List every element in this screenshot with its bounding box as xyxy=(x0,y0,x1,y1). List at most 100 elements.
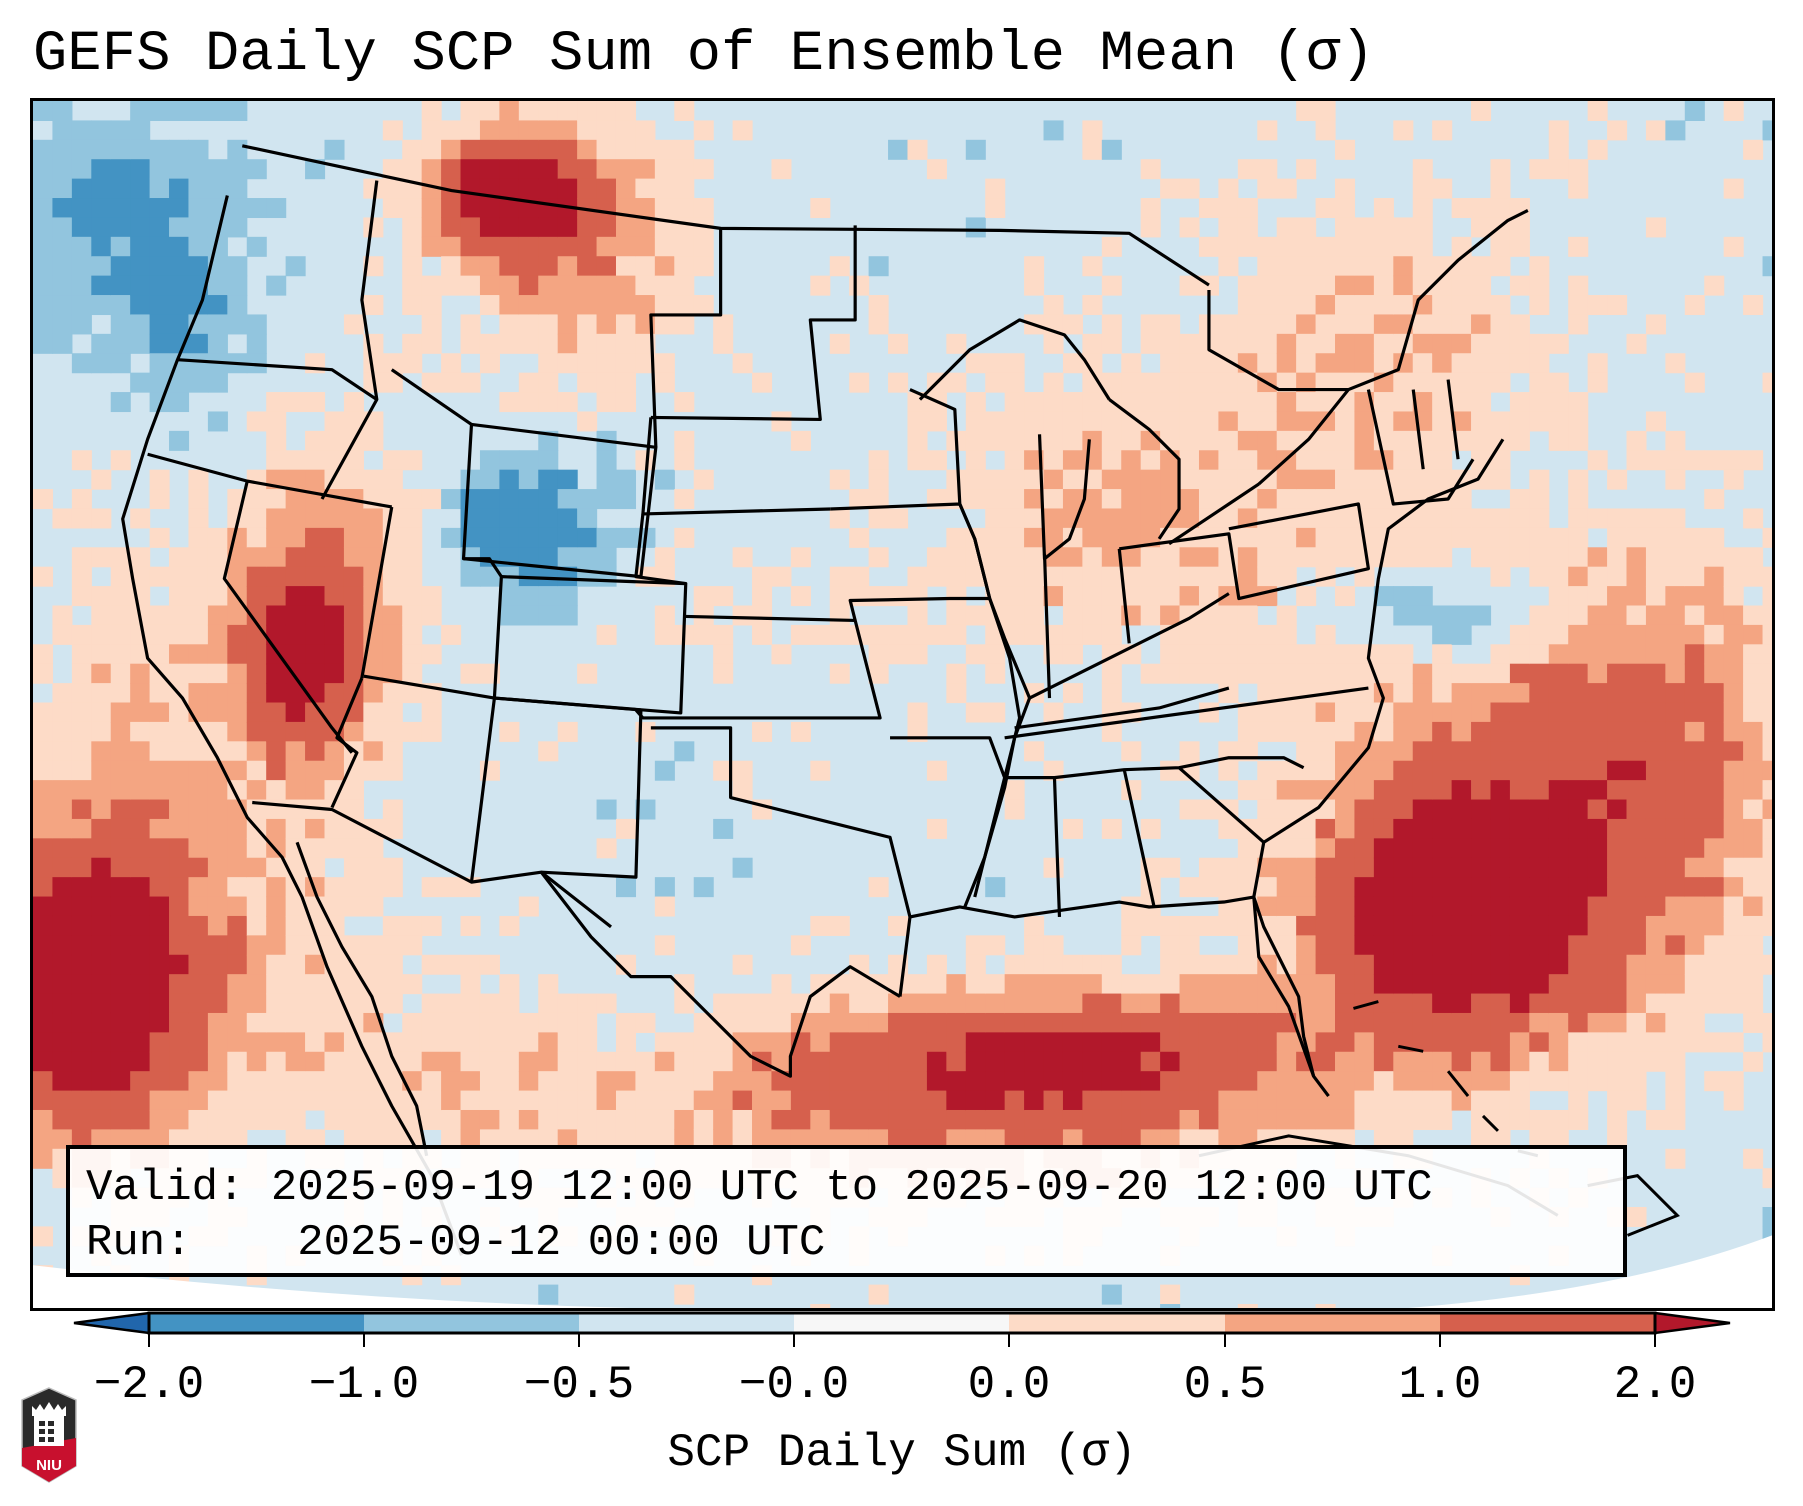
field-cell xyxy=(499,101,520,122)
field-cell xyxy=(1412,275,1433,296)
field-cell xyxy=(1393,547,1414,568)
field-cell xyxy=(227,993,248,1014)
field-cell xyxy=(363,896,384,917)
field-cell xyxy=(1529,702,1550,723)
field-cell xyxy=(1645,1051,1666,1072)
field-cell xyxy=(1373,1012,1394,1033)
field-cell xyxy=(713,314,734,335)
field-cell xyxy=(1393,1012,1414,1033)
field-cell xyxy=(1684,702,1705,723)
field-cell xyxy=(479,566,500,587)
field-cell xyxy=(1412,586,1433,607)
field-cell xyxy=(1335,508,1356,529)
field-cell xyxy=(285,741,306,762)
field-cell xyxy=(1024,974,1045,995)
field-cell xyxy=(324,1071,345,1092)
field-cell xyxy=(713,760,734,781)
field-cell xyxy=(596,993,617,1014)
field-cell xyxy=(1276,644,1297,665)
field-cell xyxy=(1393,877,1414,898)
field-cell xyxy=(1529,1071,1550,1092)
field-cell xyxy=(1684,877,1705,898)
field-cell xyxy=(1723,469,1744,490)
field-cell xyxy=(1140,469,1161,490)
field-cell xyxy=(674,256,695,277)
field-cell xyxy=(538,314,559,335)
field-cell xyxy=(1471,508,1492,529)
field-cell xyxy=(324,663,345,684)
field-cell xyxy=(654,935,675,956)
field-cell xyxy=(1140,411,1161,432)
field-cell xyxy=(363,877,384,898)
field-cell xyxy=(1354,683,1375,704)
field-cell xyxy=(324,1090,345,1111)
field-cell xyxy=(343,1129,364,1150)
field-cell xyxy=(266,915,287,936)
field-cell xyxy=(1296,333,1317,354)
field-cell xyxy=(1704,702,1725,723)
field-cell xyxy=(1257,1012,1278,1033)
field-cell xyxy=(557,178,578,199)
field-cell xyxy=(246,702,267,723)
field-cell xyxy=(91,198,112,219)
field-cell xyxy=(538,372,559,393)
field-cell xyxy=(1626,430,1647,451)
field-cell xyxy=(1490,1109,1511,1130)
field-cell xyxy=(1218,1129,1239,1150)
field-cell xyxy=(305,702,326,723)
field-cell xyxy=(1490,353,1511,374)
field-cell xyxy=(1335,896,1356,917)
field-cell xyxy=(1160,392,1181,413)
field-cell xyxy=(538,489,559,510)
field-cell xyxy=(1373,915,1394,936)
field-cell xyxy=(1626,1207,1647,1228)
field-cell xyxy=(1723,954,1744,975)
field-cell xyxy=(596,547,617,568)
field-cell xyxy=(1237,527,1258,548)
field-cell xyxy=(1043,1071,1064,1092)
field-cell xyxy=(1043,547,1064,568)
field-cell xyxy=(1626,644,1647,665)
field-cell xyxy=(1548,954,1569,975)
field-cell xyxy=(1529,527,1550,548)
field-cell xyxy=(169,1032,190,1053)
field-cell xyxy=(1315,857,1336,878)
field-cell xyxy=(1101,469,1122,490)
field-cell xyxy=(946,1012,967,1033)
field-cell xyxy=(1101,663,1122,684)
field-cell xyxy=(246,741,267,762)
field-cell xyxy=(654,236,675,257)
field-cell xyxy=(1743,974,1764,995)
field-cell xyxy=(1082,547,1103,568)
field-cell xyxy=(1471,430,1492,451)
field-cell xyxy=(1587,508,1608,529)
field-cell xyxy=(1179,1032,1200,1053)
field-cell xyxy=(654,605,675,626)
field-cell xyxy=(1140,333,1161,354)
field-cell xyxy=(402,217,423,238)
field-cell xyxy=(615,295,637,316)
field-cell xyxy=(518,178,539,199)
field-cell xyxy=(615,1032,637,1053)
field-cell xyxy=(1607,780,1628,801)
field-cell xyxy=(1626,702,1647,723)
field-cell xyxy=(1509,702,1530,723)
field-cell xyxy=(402,974,423,995)
field-cell xyxy=(33,663,54,684)
field-cell xyxy=(810,275,831,296)
field-cell xyxy=(1432,178,1453,199)
field-cell xyxy=(460,372,481,393)
field-cell xyxy=(1257,566,1278,587)
field-cell xyxy=(382,721,403,742)
field-cell xyxy=(1412,1109,1433,1130)
field-cell xyxy=(130,547,151,568)
field-cell xyxy=(324,702,345,723)
field-cell xyxy=(1237,644,1258,665)
field-cell xyxy=(71,139,92,160)
field-cell xyxy=(615,159,637,180)
field-cell xyxy=(188,139,209,160)
field-cell xyxy=(926,760,947,781)
field-cell xyxy=(1665,566,1686,587)
field-cell xyxy=(946,1051,967,1072)
field-cell xyxy=(71,120,92,141)
